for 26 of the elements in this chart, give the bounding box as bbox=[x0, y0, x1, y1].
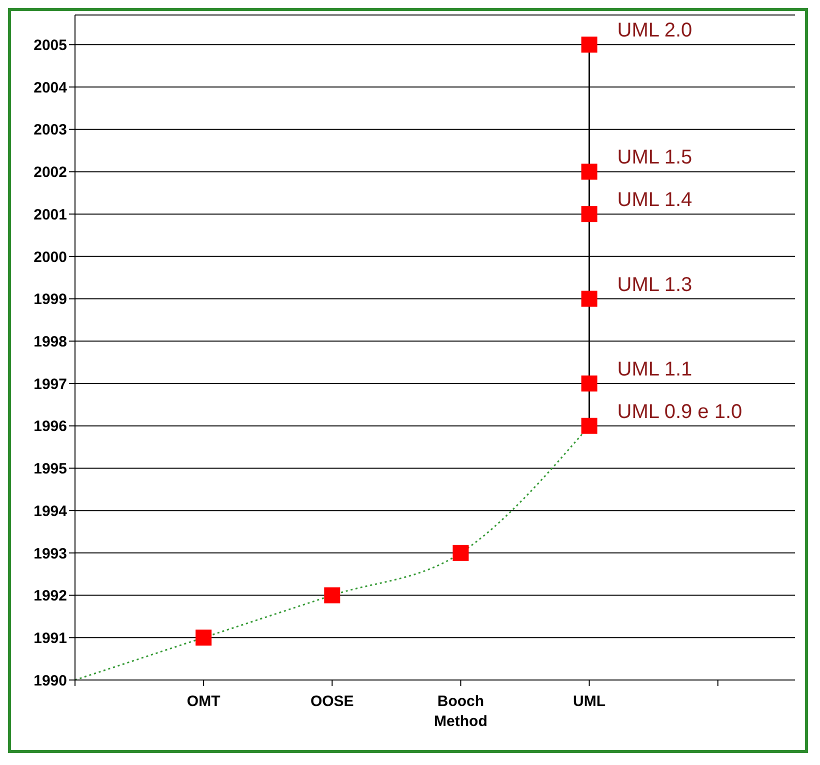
data-label: UML 1.3 bbox=[617, 274, 692, 296]
y-tick-label: 2004 bbox=[34, 79, 68, 96]
data-label: UML 1.5 bbox=[617, 146, 692, 169]
data-label: UML 1.1 bbox=[617, 358, 692, 381]
x-tick-label: Booch Method bbox=[434, 693, 488, 730]
data-label: UML 2.0 bbox=[617, 20, 692, 42]
y-tick-label: 2005 bbox=[34, 36, 67, 54]
y-tick-label: 1996 bbox=[34, 418, 67, 436]
data-label: UML 1.4 bbox=[617, 189, 692, 212]
y-tick-label: 1992 bbox=[34, 588, 67, 605]
y-tick-label: 1993 bbox=[34, 545, 67, 562]
data-label: UML 0.9 e 1.0 bbox=[617, 400, 742, 423]
y-tick-label: 1995 bbox=[34, 460, 67, 478]
y-tick-label: 1998 bbox=[34, 333, 67, 350]
y-tick-label: 1997 bbox=[34, 376, 67, 393]
y-tick-label: 1991 bbox=[34, 630, 67, 647]
y-tick-label: 2001 bbox=[34, 206, 67, 224]
y-tick-label: 1990 bbox=[34, 672, 67, 690]
x-tick-label: OOSE bbox=[310, 693, 354, 710]
y-tick-label: 2002 bbox=[34, 164, 67, 182]
x-tick-label: UML bbox=[573, 693, 606, 710]
y-tick-label: 2003 bbox=[34, 122, 67, 139]
y-tick-label: 2000 bbox=[34, 248, 67, 266]
y-tick-label: 1994 bbox=[34, 502, 68, 520]
x-tick-label: OMT bbox=[186, 693, 220, 710]
y-tick-label: 1999 bbox=[34, 291, 67, 308]
